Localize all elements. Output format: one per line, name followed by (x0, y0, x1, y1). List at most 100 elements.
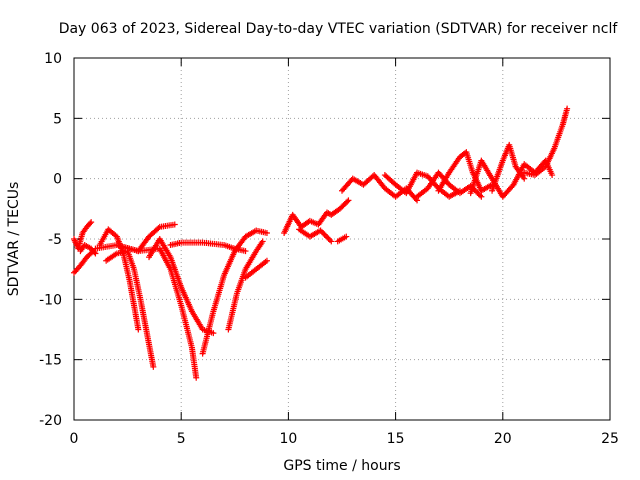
trace-marker (520, 174, 527, 181)
trace-marker (563, 107, 570, 114)
trace-marker (154, 226, 161, 233)
trace-marker (177, 300, 184, 307)
series-arc-10 (199, 227, 270, 357)
series-arc-4 (96, 226, 142, 333)
trace-marker (233, 292, 240, 299)
trace-marker (209, 310, 216, 317)
series-arc-13 (281, 197, 352, 236)
series-arc-19 (435, 149, 496, 194)
trace-marker (477, 192, 484, 199)
trace-marker (130, 300, 137, 307)
trace-marker (262, 258, 269, 265)
chart-title: Day 063 of 2023, Sidereal Day-to-day VTE… (59, 21, 619, 37)
trace-marker (188, 342, 195, 349)
trace-marker (474, 189, 481, 196)
trace-marker (169, 221, 176, 228)
trace-marker (220, 274, 227, 281)
x-tick-label: 0 (70, 431, 79, 447)
y-tick-label: -20 (39, 413, 62, 429)
x-tick-label: 5 (177, 431, 186, 447)
trace-marker (251, 267, 258, 274)
series-arc-3 (77, 242, 99, 257)
trace-marker (380, 183, 387, 190)
trace-marker (313, 220, 320, 227)
trace-marker (341, 234, 348, 241)
x-axis-ticks: 0 5 10 15 20 25 (70, 58, 619, 447)
y-tick-label: 0 (53, 172, 62, 188)
x-tick-label: 20 (494, 431, 512, 447)
series-arc-15 (334, 233, 350, 245)
trace-marker (219, 241, 226, 248)
trace-marker (258, 240, 265, 247)
trace-marker (512, 161, 519, 168)
y-tick-label: -5 (48, 232, 62, 248)
trace-marker (130, 264, 137, 271)
trace-marker (149, 362, 156, 369)
trace-marker (389, 179, 396, 186)
trace-marker (322, 232, 329, 239)
trace-marker (231, 249, 238, 256)
trace-marker (321, 231, 328, 238)
series-arc-14 (296, 226, 335, 245)
series-arc-18 (414, 169, 485, 200)
series-arc-7 (113, 221, 178, 255)
trace-marker (318, 228, 325, 235)
y-tick-label: 10 (44, 51, 62, 67)
series-arc-8 (146, 236, 217, 337)
series-arc-1 (71, 219, 95, 252)
trace-marker (188, 306, 195, 313)
trace-marker (166, 252, 173, 259)
series-arc-12 (242, 257, 270, 281)
trace-marker (326, 237, 333, 244)
trace-marker (548, 170, 555, 177)
y-tick-label: -15 (39, 353, 62, 369)
trace-marker (252, 249, 259, 256)
trace-marker (143, 328, 150, 335)
series-arc-9 (167, 239, 249, 255)
trace-marker (126, 276, 133, 283)
trace-marker (368, 174, 375, 181)
x-axis-label: GPS time / hours (283, 458, 400, 474)
trace-marker (134, 324, 141, 331)
trace-marker (344, 198, 351, 205)
trace-marker (509, 183, 516, 190)
trace-marker (475, 191, 482, 198)
trace-marker (87, 220, 94, 227)
trace-marker (133, 247, 140, 254)
trace-marker (488, 174, 495, 181)
trace-marker (241, 268, 248, 275)
trace-marker (91, 249, 98, 256)
series-arc-5 (103, 248, 157, 370)
trace-marker (342, 199, 349, 206)
trace-marker (559, 123, 566, 130)
trace-marker (137, 294, 144, 301)
trace-marker (347, 178, 354, 185)
series-arc-23 (521, 105, 571, 179)
y-tick-label: -10 (39, 292, 62, 308)
trace-marker (240, 247, 247, 254)
trace-marker (445, 171, 452, 178)
trace-marker (320, 230, 327, 237)
y-tick-label: 5 (53, 111, 62, 127)
series-arc-17 (381, 169, 463, 200)
x-tick-label: 15 (387, 431, 405, 447)
data-point (478, 193, 485, 200)
x-tick-label: 10 (279, 431, 297, 447)
y-axis-label: SDTVAR / TECUs (6, 182, 22, 297)
series-arc-11 (225, 238, 266, 333)
trace-marker (530, 171, 537, 178)
trace-marker (177, 282, 184, 289)
x-tick-label: 25 (601, 431, 619, 447)
trace-marker (433, 182, 440, 189)
trace-marker (550, 147, 557, 154)
trace-marker (112, 251, 119, 258)
data-points (71, 105, 571, 381)
data-point (328, 238, 335, 245)
y-axis-ticks: -20 -15 -10 -5 0 5 10 (39, 51, 610, 429)
trace-marker (325, 235, 332, 242)
trace-marker (262, 229, 269, 236)
trace-marker (79, 231, 86, 238)
trace-marker (155, 225, 162, 232)
series-arc-6 (92, 242, 200, 381)
trace-marker (86, 221, 93, 228)
